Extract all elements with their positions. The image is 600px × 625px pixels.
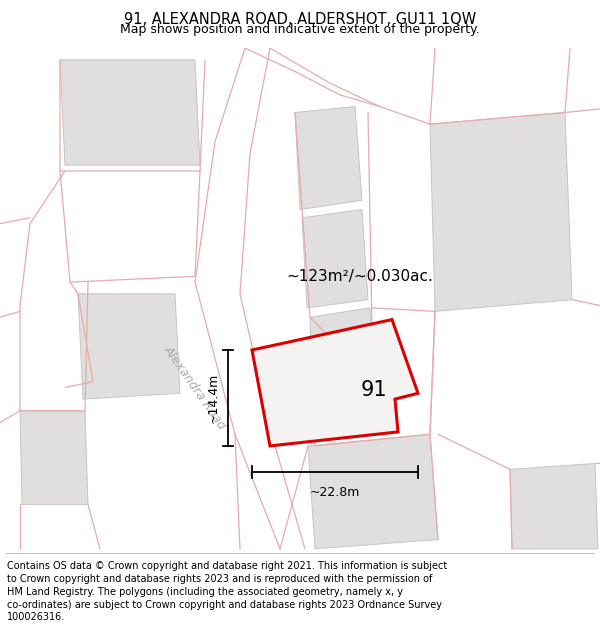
Text: Map shows position and indicative extent of the property.: Map shows position and indicative extent… — [120, 23, 480, 36]
Text: Contains OS data © Crown copyright and database right 2021. This information is : Contains OS data © Crown copyright and d… — [7, 561, 448, 571]
Polygon shape — [302, 209, 368, 308]
Polygon shape — [308, 434, 438, 549]
Text: Alexandra Road: Alexandra Road — [161, 343, 229, 432]
Text: 91: 91 — [361, 380, 388, 400]
Polygon shape — [60, 60, 200, 165]
Text: to Crown copyright and database rights 2023 and is reproduced with the permissio: to Crown copyright and database rights 2… — [7, 574, 433, 584]
Polygon shape — [430, 112, 572, 311]
Text: 91, ALEXANDRA ROAD, ALDERSHOT, GU11 1QW: 91, ALEXANDRA ROAD, ALDERSHOT, GU11 1QW — [124, 12, 476, 27]
Text: ~22.8m: ~22.8m — [310, 486, 360, 499]
Polygon shape — [20, 411, 88, 504]
Polygon shape — [310, 308, 373, 390]
Text: 100026316.: 100026316. — [7, 612, 65, 622]
Text: co-ordinates) are subject to Crown copyright and database rights 2023 Ordnance S: co-ordinates) are subject to Crown copyr… — [7, 599, 442, 609]
Polygon shape — [510, 464, 598, 549]
Text: HM Land Registry. The polygons (including the associated geometry, namely x, y: HM Land Registry. The polygons (includin… — [7, 587, 403, 597]
Polygon shape — [78, 294, 180, 399]
Polygon shape — [295, 107, 362, 209]
Polygon shape — [252, 319, 418, 446]
Text: ~14.4m: ~14.4m — [207, 373, 220, 423]
Text: ~123m²/~0.030ac.: ~123m²/~0.030ac. — [287, 269, 433, 284]
